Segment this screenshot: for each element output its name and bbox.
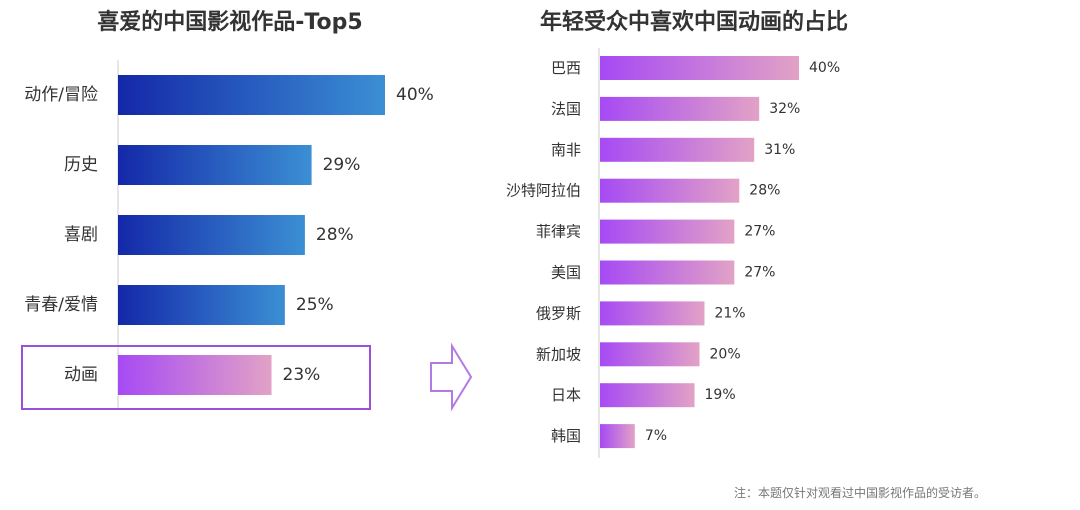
category-label: 巴西 [551,59,581,77]
value-label: 31% [764,142,795,158]
value-label: 28% [316,225,354,245]
bar-6 [600,301,705,326]
left-chart-title: 喜爱的中国影视作品-Top5 [97,9,362,35]
value-label: 25% [296,295,334,315]
right-chart-bars: 巴西 40% 法国 32% 南非 31% 沙特阿拉伯 28% 菲律宾 27% 美国 27% 俄罗斯 21%… [506,56,840,449]
value-label: 29% [323,155,361,175]
bar-3 [600,178,740,203]
footnote: 注：本题仅针对观看过中国影视作品的受访者。 [734,485,986,500]
bar-7 [600,342,700,367]
value-label: 7% [645,428,667,444]
bar-4 [118,355,272,395]
left-chart-bars: 动作/冒险 40% 历史 29% 喜剧 28% 青春/爱情 25% 动画 23% [24,75,434,395]
value-label: 28% [749,183,780,199]
value-label: 21% [714,305,745,321]
value-label: 40% [809,60,840,76]
category-label: 美国 [551,264,581,282]
bar-0 [118,75,385,115]
animation-by-country-chart: 年轻受众中喜欢中国动画的占比 巴西 40% 法国 32% 南非 31% 沙特阿拉伯 28% 菲律… [506,9,848,458]
bar-1 [118,145,312,185]
category-label: 南非 [551,141,581,159]
bar-0 [600,56,799,80]
category-label: 动作/冒险 [24,85,98,105]
hollow-right-arrow-icon [430,342,473,412]
value-label: 40% [396,85,434,105]
category-label: 新加坡 [536,345,581,363]
value-label: 27% [744,224,775,240]
category-label: 青春/爱情 [24,295,98,315]
category-label: 日本 [551,386,581,404]
value-label: 27% [744,265,775,281]
bar-3 [118,285,285,325]
bar-1 [600,96,760,121]
top5-genre-chart: 喜爱的中国影视作品-Top5 动作/冒险 40% 历史 29% 喜剧 28% 青春/爱情 25… [21,9,434,410]
category-label: 菲律宾 [536,223,581,241]
bar-5 [600,260,735,285]
category-label: 喜剧 [64,225,98,245]
category-label: 韩国 [551,427,581,445]
category-label: 俄罗斯 [536,304,581,322]
bar-8 [600,383,695,408]
right-chart-title: 年轻受众中喜欢中国动画的占比 [540,9,848,35]
value-label: 20% [710,346,741,362]
category-label: 动画 [64,365,98,385]
bar-2 [600,137,755,162]
bar-2 [118,215,305,255]
bar-9 [600,424,635,449]
category-label: 沙特阿拉伯 [506,182,581,200]
value-label: 32% [769,101,800,117]
category-label: 历史 [64,155,98,175]
value-label: 23% [283,365,321,385]
bar-4 [600,219,735,244]
category-label: 法国 [551,100,581,118]
value-label: 19% [705,387,736,403]
animation-highlight-box [21,345,371,410]
